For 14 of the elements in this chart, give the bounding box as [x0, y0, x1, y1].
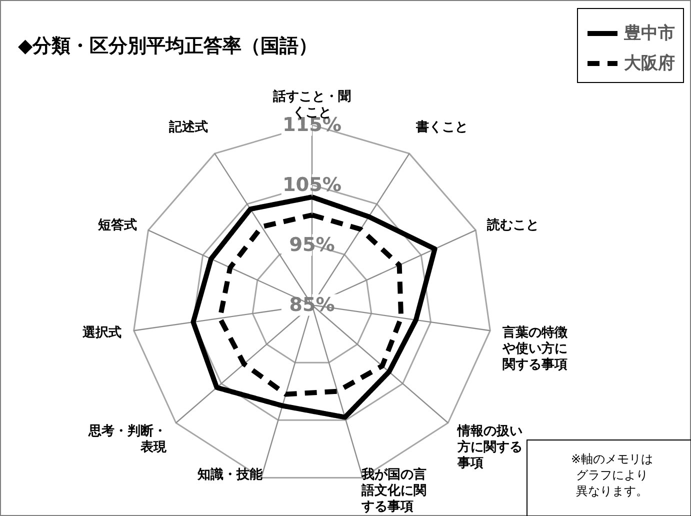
text: ◆分類・区分別平均正答率（国語） [18, 35, 318, 57]
spoke-label: 思考・判断・表現 [87, 424, 168, 456]
spoke-label: 記述式 [168, 118, 208, 135]
spoke-label: 知識・技能 [196, 466, 264, 482]
spoke-label: 我が国の言語文化に関する事項 [360, 466, 427, 514]
spoke-label: 選択式 [81, 324, 122, 340]
spoke-label: 情報の扱い方に関する事項 [456, 424, 523, 472]
spoke-label: 言葉の特徴や使い方に関する事項 [502, 324, 569, 372]
text: ※軸のメモリはグラフにより異なります。 [570, 452, 654, 498]
legend-label: 大阪府 [624, 54, 675, 74]
spoke-label: 読むこと [486, 216, 540, 233]
spoke-label: 書くこと [415, 120, 468, 135]
legend-label: 豊中市 [623, 24, 675, 44]
spoke-label: 短答式 [96, 216, 137, 233]
